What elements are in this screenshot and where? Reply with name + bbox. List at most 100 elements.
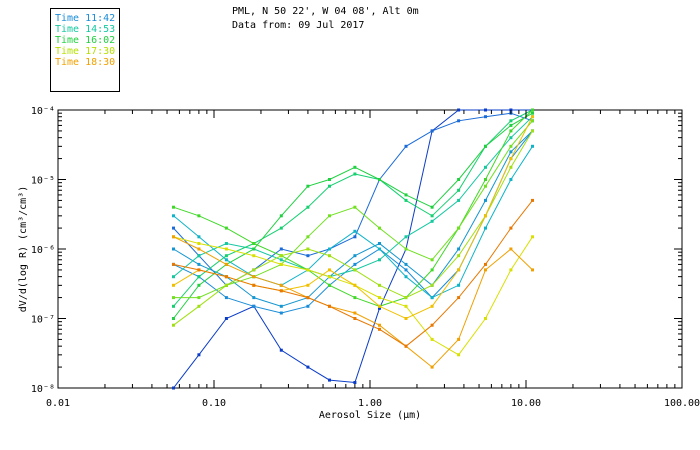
data-point (430, 219, 434, 223)
data-point (172, 235, 175, 239)
data-point (353, 172, 357, 176)
data-point (404, 262, 408, 266)
data-point (430, 337, 434, 341)
data-point (353, 254, 357, 258)
data-point (353, 235, 357, 239)
data-point (172, 205, 175, 209)
data-point (197, 304, 201, 308)
data-point (197, 353, 201, 357)
data-point (252, 247, 256, 251)
data-point (509, 123, 513, 127)
series-15 (172, 198, 534, 348)
data-point (457, 254, 461, 258)
data-point (197, 242, 201, 245)
data-point (457, 247, 461, 251)
data-point (306, 254, 310, 258)
data-point (531, 111, 534, 115)
data-point (430, 296, 434, 300)
data-point (279, 289, 283, 293)
data-point (531, 235, 534, 239)
data-point (404, 268, 408, 272)
data-point (279, 262, 283, 266)
data-point (306, 235, 310, 239)
data-point (404, 193, 408, 197)
data-point (172, 214, 175, 218)
data-point (378, 178, 381, 181)
data-point (378, 226, 381, 230)
data-point (430, 214, 434, 218)
data-point (306, 304, 310, 308)
data-point (252, 242, 256, 245)
data-point (353, 229, 357, 233)
data-point (404, 235, 408, 239)
data-point (224, 317, 228, 320)
data-point (531, 108, 534, 112)
data-point (353, 296, 357, 300)
data-point (224, 226, 228, 230)
data-point (509, 226, 513, 230)
plot-area (57, 109, 683, 389)
data-point (328, 254, 331, 258)
x-tick-label: 0.01 (46, 398, 70, 409)
y-axis-label: dV/d(log R) (cm³/cm³) (18, 186, 29, 312)
data-point (353, 317, 357, 320)
data-point (328, 283, 331, 287)
x-tick-label: 0.10 (202, 398, 226, 409)
data-point (172, 247, 175, 251)
series-layer (172, 108, 534, 390)
x-tick-label: 10.00 (511, 398, 541, 409)
data-point (172, 226, 175, 230)
y-tick-label: 10⁻⁴ (31, 106, 55, 117)
data-point (252, 296, 256, 300)
data-point (430, 258, 434, 262)
data-point (484, 268, 487, 272)
data-point (279, 226, 283, 230)
data-point (457, 198, 461, 202)
data-point (353, 311, 357, 315)
data-point (484, 262, 487, 266)
x-axis: 0.01 0.10 1.00 10.00 100.00 (46, 110, 700, 409)
data-point (430, 323, 434, 327)
data-point (378, 247, 381, 251)
data-point (279, 348, 283, 352)
data-point (378, 304, 381, 308)
location-header: PML, N 50 22', W 04 08', Alt 0m (232, 6, 419, 17)
data-point (457, 188, 461, 192)
data-point (378, 296, 381, 300)
data-point (457, 119, 461, 123)
data-point (197, 247, 201, 251)
data-point (172, 323, 175, 327)
data-point (224, 275, 228, 279)
data-point (509, 268, 513, 272)
data-point (224, 262, 228, 266)
data-point (197, 296, 201, 300)
data-point (197, 283, 201, 287)
data-point (172, 386, 175, 390)
data-point (306, 296, 310, 300)
data-point (172, 317, 175, 320)
data-point (531, 198, 534, 202)
data-point (252, 268, 256, 272)
data-point (279, 247, 283, 251)
data-point (224, 242, 228, 245)
data-point (197, 262, 201, 266)
data-point (531, 144, 534, 148)
data-point (172, 275, 175, 279)
data-point (509, 119, 513, 123)
x-tick-label: 100.00 (664, 398, 700, 409)
x-axis-label: Aerosol Size (μm) (319, 410, 421, 421)
data-point (531, 129, 534, 133)
data-point (457, 353, 461, 357)
data-point (531, 115, 534, 119)
data-point (484, 214, 487, 218)
legend-item: Time 11:42 (55, 13, 116, 24)
data-point (484, 144, 487, 148)
data-point (378, 258, 381, 262)
data-point (328, 178, 331, 181)
data-point (404, 317, 408, 320)
data-point (197, 235, 201, 239)
data-point (484, 317, 487, 320)
data-point (509, 165, 513, 169)
legend-item: Time 18:30 (55, 57, 116, 68)
data-point (306, 268, 310, 272)
